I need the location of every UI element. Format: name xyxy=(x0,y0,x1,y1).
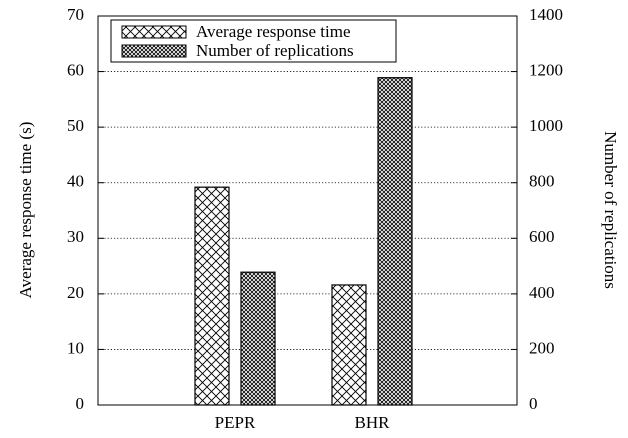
right-tick-label: 0 xyxy=(529,394,538,413)
left-axis-title: Average response time (s) xyxy=(16,122,35,299)
right-tick-label: 800 xyxy=(529,172,555,191)
right-tick-label: 400 xyxy=(529,283,555,302)
bar-average-response-time-bhr xyxy=(331,284,367,406)
bar-number-of-replications-pepr xyxy=(240,271,276,406)
legend-label-average-response-time: Average response time xyxy=(196,22,351,41)
bar-average-response-time-pepr xyxy=(194,186,230,406)
right-tick-label: 1000 xyxy=(529,116,563,135)
right-axis-ticks: 0 200 400 600 800 1000 1200 1400 xyxy=(511,5,563,413)
bar-number-of-replications-bhr xyxy=(377,77,413,406)
right-tick-label: 600 xyxy=(529,227,555,246)
right-axis-title: Number of replications xyxy=(601,131,620,289)
x-axis-ticks: PEPR BHR xyxy=(215,413,390,432)
right-tick-label: 1400 xyxy=(529,5,563,24)
plot-frame xyxy=(97,15,518,406)
legend-swatch-average-response-time xyxy=(121,25,187,39)
left-tick-label: 10 xyxy=(67,338,84,357)
left-tick-label: 20 xyxy=(67,283,84,302)
gridlines xyxy=(98,71,517,350)
left-tick-label: 30 xyxy=(67,227,84,246)
bars xyxy=(194,77,413,406)
left-tick-label: 70 xyxy=(67,5,84,24)
x-tick-label: BHR xyxy=(355,413,391,432)
x-tick-label: PEPR xyxy=(215,413,256,432)
left-tick-label: 40 xyxy=(67,172,84,191)
legend-swatch-number-of-replications xyxy=(121,44,187,58)
left-tick-label: 60 xyxy=(67,60,84,79)
legend-label-number-of-replications: Number of replications xyxy=(196,41,354,60)
right-tick-label: 200 xyxy=(529,338,555,357)
right-tick-label: 1200 xyxy=(529,60,563,79)
left-axis-ticks: 0 10 20 30 40 50 60 70 xyxy=(67,5,104,413)
legend: Average response time Number of replicat… xyxy=(110,19,397,63)
left-tick-label: 50 xyxy=(67,116,84,135)
left-tick-label: 0 xyxy=(76,394,85,413)
